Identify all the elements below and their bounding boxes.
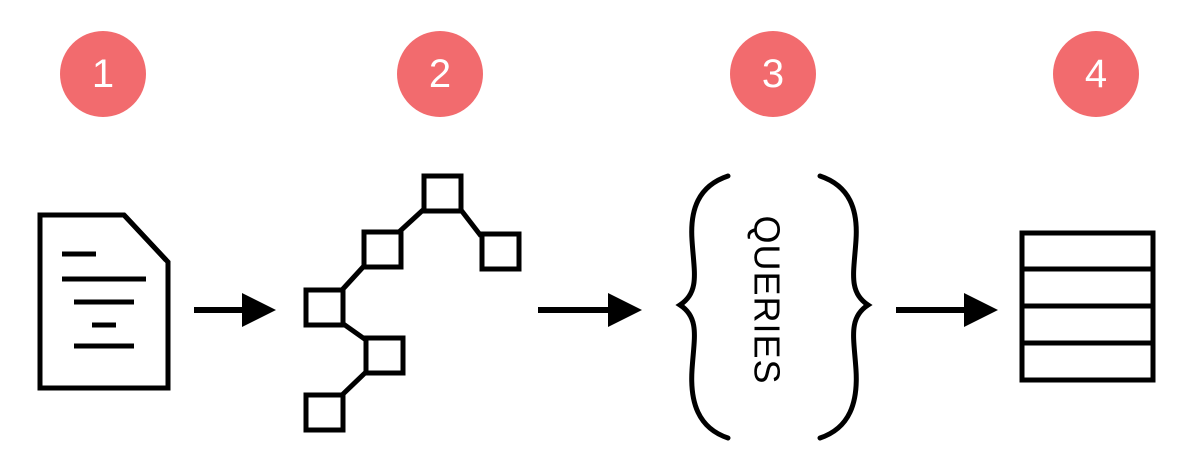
braces-icon xyxy=(675,173,873,441)
step-badge-2: 2 xyxy=(397,31,483,117)
arrow-right-icon xyxy=(538,293,642,327)
step-badge-4: 4 xyxy=(1053,31,1139,117)
step-badge-1: 1 xyxy=(60,31,146,117)
arrow-right-icon xyxy=(896,293,998,327)
arrow-right-icon xyxy=(194,293,276,327)
step-number-2: 2 xyxy=(429,52,451,96)
step-number-1: 1 xyxy=(92,52,114,96)
queries-label: QUERIES xyxy=(747,215,788,384)
document-icon xyxy=(37,212,171,391)
step-badge-3: 3 xyxy=(730,31,816,117)
tree-icon xyxy=(303,173,522,433)
step-number-3: 3 xyxy=(762,52,784,96)
table-icon xyxy=(1019,230,1156,383)
step-number-4: 4 xyxy=(1085,52,1107,96)
